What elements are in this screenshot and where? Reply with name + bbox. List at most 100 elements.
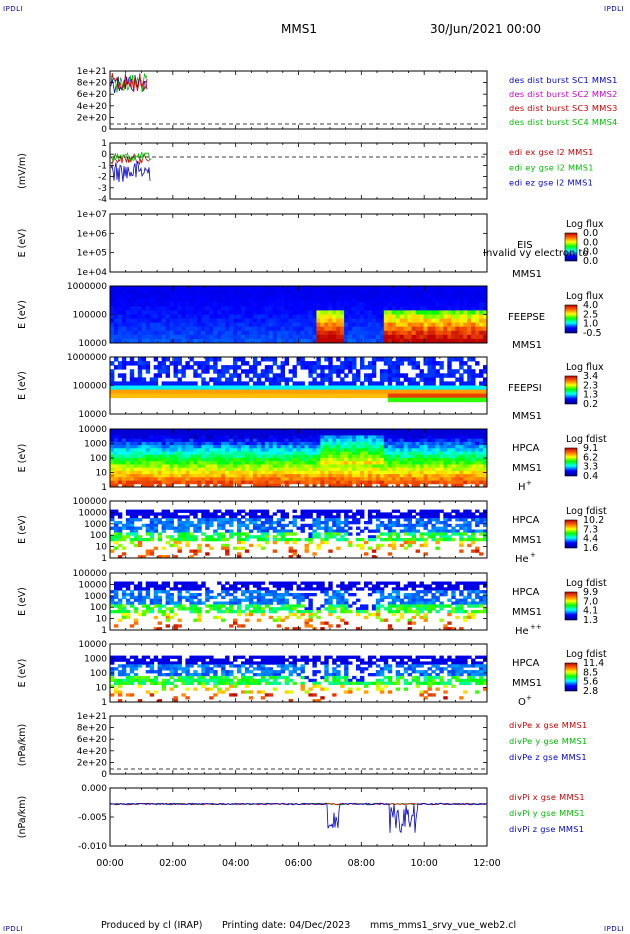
spectrogram-cell xyxy=(467,338,472,344)
spectrogram-cell xyxy=(121,523,127,528)
spectrogram-cell xyxy=(213,483,218,488)
spectrogram-cell xyxy=(173,509,178,513)
spectrogram-cell xyxy=(475,310,480,315)
spectrogram-cell xyxy=(336,298,341,303)
spectrogram-cell xyxy=(133,306,139,311)
spectrogram-cell xyxy=(114,298,119,303)
spectrogram-cell xyxy=(344,310,349,315)
spectrogram-cell xyxy=(153,373,159,378)
spectrogram-cell xyxy=(483,445,488,449)
spectrogram-cell xyxy=(292,595,297,600)
spectrogram-cell xyxy=(415,584,420,588)
spectrogram-cell xyxy=(328,480,333,485)
spectrogram-cell xyxy=(121,448,127,452)
spectrogram-cell xyxy=(237,377,242,382)
spectrogram-cell xyxy=(161,526,166,530)
spectrogram-cell xyxy=(237,302,242,307)
spectrogram-cell xyxy=(451,477,456,481)
spectrogram-cell xyxy=(471,381,476,386)
spectrogram-cell xyxy=(483,397,488,403)
spectrogram-cell xyxy=(137,294,143,299)
spectrogram-cell xyxy=(423,445,428,449)
spectrogram-cell xyxy=(356,581,361,585)
spectrogram-cell xyxy=(320,509,325,513)
spectrogram-cell xyxy=(399,318,405,324)
spectrogram-cell xyxy=(217,429,222,433)
spectrogram-cell xyxy=(217,523,222,528)
spectrogram-cell xyxy=(391,369,397,374)
spectrogram-cell xyxy=(193,464,198,468)
spectrogram-cell xyxy=(407,322,412,328)
spectrogram-cell xyxy=(165,445,170,449)
spectrogram-cell xyxy=(244,326,250,332)
spectrogram-cell xyxy=(133,470,139,475)
spectrogram-cell xyxy=(387,290,393,295)
spectrogram-cell xyxy=(185,441,190,446)
spectrogram-cell xyxy=(125,294,131,299)
spectrogram-cell xyxy=(181,438,186,443)
spectrogram-cell xyxy=(296,480,301,485)
spectrogram-cell xyxy=(364,435,369,439)
spectrogram-cell xyxy=(193,385,198,390)
spectrogram-cell xyxy=(471,538,476,542)
spectrogram-cell xyxy=(233,393,238,399)
spectrogram-cell xyxy=(237,338,242,344)
spectrogram-cell xyxy=(483,435,488,439)
spectrogram-cell xyxy=(431,357,436,362)
spectrogram-cell xyxy=(213,454,218,459)
spectrogram-cell xyxy=(411,306,416,311)
spectrogram-cell xyxy=(483,509,488,513)
spectrogram-cell xyxy=(153,521,159,525)
spectrogram-cell xyxy=(177,381,182,386)
spectrogram-cell xyxy=(209,441,214,446)
spectrogram-cell xyxy=(157,306,162,311)
spectrogram-cell xyxy=(153,470,159,475)
spectrogram-cell xyxy=(300,523,305,528)
spectrogram-cell xyxy=(419,314,424,319)
spectrogram-cell xyxy=(379,369,385,374)
spectrogram-cell xyxy=(367,318,373,324)
spectrogram-cell xyxy=(379,373,385,378)
spectrogram-cell xyxy=(288,302,293,307)
spectrogram-cell xyxy=(431,322,436,328)
spectrogram-cell xyxy=(296,330,301,336)
spectrogram-cell xyxy=(300,515,305,519)
spectrogram-cell xyxy=(110,310,115,315)
spectrogram-cell xyxy=(312,286,317,291)
spectrogram-cell xyxy=(248,512,254,516)
spectrogram-cell xyxy=(332,432,337,436)
spectrogram-cell xyxy=(241,369,246,374)
spectrogram-cell xyxy=(475,306,480,311)
spectrogram-cell xyxy=(375,322,381,328)
spectrogram-cell xyxy=(403,518,409,522)
spectrogram-cell xyxy=(209,521,214,525)
spectrogram-cell xyxy=(304,593,309,597)
spectrogram-cell xyxy=(427,441,432,446)
spectrogram-cell xyxy=(483,474,488,478)
spectrogram-cell xyxy=(443,523,448,528)
spectrogram-cell xyxy=(153,334,159,340)
spectrogram-cell xyxy=(141,474,147,478)
spectrogram-cell xyxy=(344,523,349,528)
spectrogram-cell xyxy=(427,369,432,374)
spectrogram-cell xyxy=(328,373,333,378)
spectrogram-cell xyxy=(479,470,484,475)
spectrogram-cell xyxy=(173,314,178,319)
spectrogram-cell xyxy=(185,590,190,594)
spectrogram-cell xyxy=(237,310,242,315)
spectrogram-cell xyxy=(336,464,341,468)
spectrogram-cell xyxy=(479,322,484,328)
spectrogram-cell xyxy=(308,326,313,332)
spectrogram-cell xyxy=(129,318,135,324)
spectrogram-cell xyxy=(185,306,190,311)
spectrogram-cell xyxy=(157,464,162,468)
spectrogram-cell xyxy=(423,393,428,399)
spectrogram-cell xyxy=(149,523,155,528)
spectrogram-cell xyxy=(328,518,333,522)
spectrogram-cell xyxy=(407,302,412,307)
spectrogram-cell xyxy=(225,302,230,307)
spectrogram-cell xyxy=(324,365,329,370)
spectrogram-cell xyxy=(391,467,397,472)
spectrogram-cell xyxy=(316,322,321,328)
spectrogram-cell xyxy=(241,385,246,390)
